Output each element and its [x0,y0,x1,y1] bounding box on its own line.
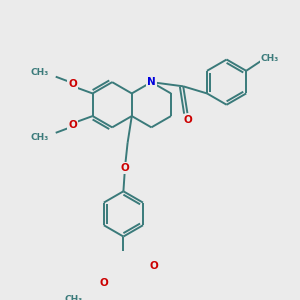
Text: CH₃: CH₃ [31,68,49,77]
Text: O: O [121,163,130,173]
Text: O: O [68,79,77,89]
Text: O: O [100,278,109,288]
Text: CH₃: CH₃ [65,295,83,300]
Text: CH₃: CH₃ [260,54,279,63]
Text: O: O [183,115,192,125]
Text: O: O [149,261,158,271]
Text: CH₃: CH₃ [31,133,49,142]
Text: N: N [147,77,156,87]
Text: O: O [68,120,77,130]
